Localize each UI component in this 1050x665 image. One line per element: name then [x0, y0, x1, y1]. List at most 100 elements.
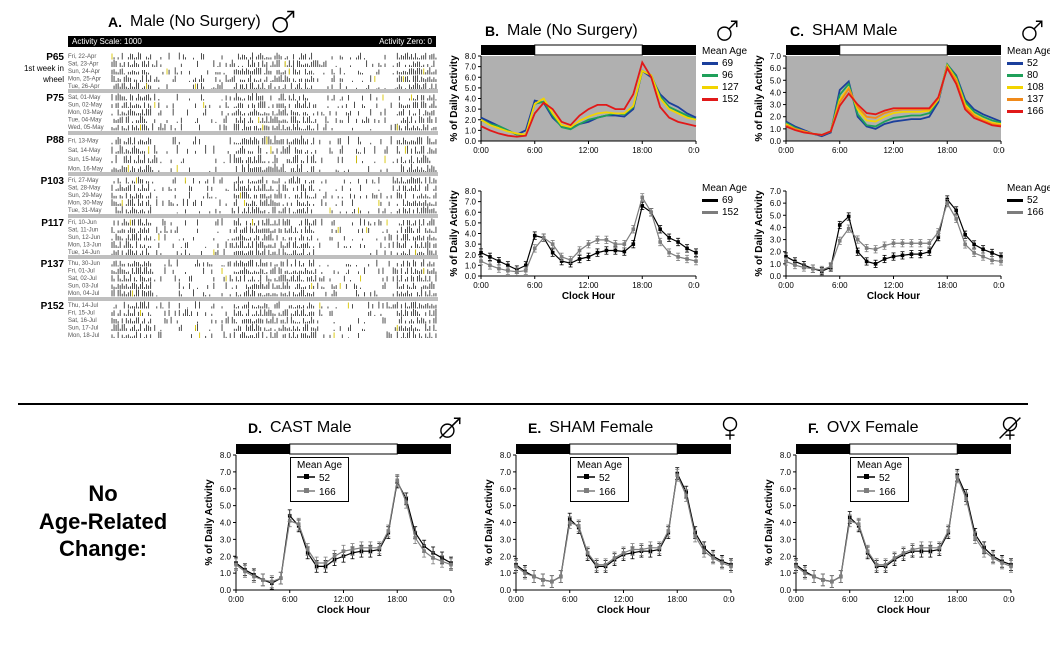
bw-chart: 0.01.02.03.04.05.06.07.00:006:0012:0018:… [750, 177, 1005, 302]
actogram-header: Activity Scale: 1000Activity Zero: 0 [68, 36, 436, 47]
actogram-row-label: P117 [18, 218, 64, 229]
panel-f: F.OVX Female0.01.02.03.04.05.06.07.08.00… [760, 415, 1015, 441]
svg-text:Fri, 10-Jun: Fri, 10-Jun [68, 220, 97, 226]
svg-text:2.0: 2.0 [500, 552, 512, 561]
panel-b: B.Male (No Surgery)0.01.02.03.04.05.06.0… [445, 18, 750, 46]
legend-title: Mean Age [1007, 46, 1050, 57]
colored-chart: 0.01.02.03.04.05.06.07.08.00:006:0012:00… [445, 42, 700, 167]
svg-text:Fri, 27-May: Fri, 27-May [68, 178, 98, 184]
legend: Mean Age6996127152 [702, 46, 747, 105]
actogram-row-label: P137 [18, 259, 64, 270]
legend-item: 166 [857, 486, 902, 499]
svg-text:5.0: 5.0 [220, 502, 232, 511]
legend-item: 152 [702, 207, 747, 218]
svg-text:5.0: 5.0 [770, 76, 782, 85]
panel-c: C.SHAM Male0.01.02.03.04.05.06.07.00:006… [750, 18, 1050, 46]
legend-item: 52 [1007, 58, 1050, 69]
svg-text:18:00: 18:00 [387, 595, 408, 604]
legend-item: 52 [577, 472, 622, 485]
panel-letter: C. [790, 23, 804, 39]
svg-text:Clock Hour: Clock Hour [562, 291, 615, 302]
svg-text:6.0: 6.0 [465, 208, 477, 217]
svg-text:8.0: 8.0 [465, 187, 477, 196]
svg-text:0.0: 0.0 [770, 272, 782, 281]
actogram-row: Fri, 27-MaySat, 28-MaySun, 29-MayMon, 30… [68, 176, 438, 213]
svg-text:18:00: 18:00 [632, 281, 653, 290]
svg-text:2.0: 2.0 [465, 116, 477, 125]
bw-chart: 0.01.02.03.04.05.06.07.08.00:006:0012:00… [445, 177, 700, 302]
svg-text:7.0: 7.0 [465, 198, 477, 207]
svg-text:0.0: 0.0 [220, 586, 232, 595]
male-icon [714, 18, 740, 44]
legend-title: Mean Age [857, 460, 902, 471]
svg-text:Sat, 23-Apr: Sat, 23-Apr [68, 61, 98, 67]
legend-item: 166 [577, 486, 622, 499]
svg-text:4.0: 4.0 [780, 519, 792, 528]
svg-text:Sun, 29-May: Sun, 29-May [68, 193, 102, 199]
svg-text:6.0: 6.0 [780, 485, 792, 494]
svg-text:2.0: 2.0 [770, 248, 782, 257]
svg-text:7.0: 7.0 [500, 468, 512, 477]
svg-text:4.0: 4.0 [220, 519, 232, 528]
svg-text:5.0: 5.0 [770, 211, 782, 220]
legend-item: 52 [1007, 195, 1050, 206]
svg-text:Clock Hour: Clock Hour [597, 605, 650, 616]
svg-text:% of Daily Activity: % of Daily Activity [484, 479, 495, 566]
svg-text:18:00: 18:00 [667, 595, 688, 604]
svg-text:5.0: 5.0 [780, 502, 792, 511]
svg-text:18:00: 18:00 [937, 146, 958, 155]
panel-title: OVX Female [827, 419, 919, 437]
svg-text:0:00: 0:00 [778, 146, 794, 155]
actogram-row-label: P651st week in wheel [18, 52, 64, 85]
panel-letter: B. [485, 23, 499, 39]
svg-text:1.0: 1.0 [770, 260, 782, 269]
svg-text:Clock Hour: Clock Hour [867, 291, 920, 302]
svg-text:2.0: 2.0 [770, 113, 782, 122]
svg-text:18:00: 18:00 [632, 146, 653, 155]
svg-text:Sat, 14-May: Sat, 14-May [68, 148, 100, 154]
svg-text:8.0: 8.0 [780, 451, 792, 460]
actogram-row-label: P75 [18, 93, 64, 104]
svg-text:3.0: 3.0 [770, 236, 782, 245]
svg-text:Sun, 17-Jul: Sun, 17-Jul [68, 325, 98, 331]
legend-item: 52 [857, 472, 902, 485]
svg-text:6.0: 6.0 [220, 485, 232, 494]
svg-text:6:00: 6:00 [832, 146, 848, 155]
legend-title: Mean Age [1007, 183, 1050, 194]
svg-text:Mon, 13-Jun: Mon, 13-Jun [68, 242, 101, 248]
svg-text:5.0: 5.0 [465, 84, 477, 93]
svg-text:Thu, 30-Jun: Thu, 30-Jun [68, 261, 100, 267]
legend-title: Mean Age [702, 46, 747, 57]
panel-title: SHAM Male [812, 22, 897, 40]
svg-text:8.0: 8.0 [500, 451, 512, 460]
svg-text:Sat, 02-Jul: Sat, 02-Jul [68, 276, 97, 282]
svg-text:Sun, 03-Jul: Sun, 03-Jul [68, 284, 98, 290]
legend-item: 166 [1007, 106, 1050, 117]
svg-text:% of Daily Activity: % of Daily Activity [204, 479, 215, 566]
svg-text:0.0: 0.0 [500, 586, 512, 595]
svg-text:7.0: 7.0 [465, 63, 477, 72]
legend-item: 69 [702, 195, 747, 206]
svg-text:0:00: 0:00 [778, 281, 794, 290]
svg-text:6:00: 6:00 [832, 281, 848, 290]
svg-text:6.0: 6.0 [770, 199, 782, 208]
svg-text:Mon, 03-May: Mon, 03-May [68, 110, 103, 116]
actogram-row: Fri, 10-JunSat, 11-JunSun, 12-JunMon, 13… [68, 218, 438, 255]
actogram-row-label: P152 [18, 301, 64, 312]
legend: Mean Age52166 [570, 457, 629, 502]
panel-title: Male (No Surgery) [507, 22, 638, 40]
svg-text:Sun, 24-Apr: Sun, 24-Apr [68, 69, 100, 75]
svg-text:0:00: 0:00 [993, 281, 1005, 290]
svg-text:3.0: 3.0 [500, 535, 512, 544]
legend-item: 127 [702, 82, 747, 93]
svg-text:Mon, 25-Apr: Mon, 25-Apr [68, 76, 101, 82]
svg-text:0.0: 0.0 [780, 586, 792, 595]
female-icon-strikethrough [997, 415, 1023, 441]
svg-text:Thu, 14-Jul: Thu, 14-Jul [68, 303, 98, 309]
svg-text:6:00: 6:00 [562, 595, 578, 604]
svg-text:1.0: 1.0 [220, 569, 232, 578]
svg-text:3.0: 3.0 [465, 105, 477, 114]
svg-text:2.0: 2.0 [220, 552, 232, 561]
svg-text:0:00: 0:00 [473, 281, 489, 290]
svg-text:6.0: 6.0 [465, 73, 477, 82]
